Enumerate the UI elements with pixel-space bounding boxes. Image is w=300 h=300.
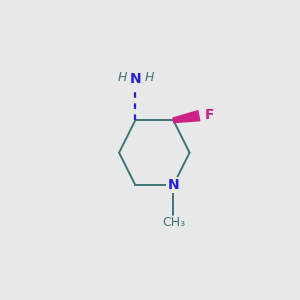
Text: CH₃: CH₃ bbox=[162, 216, 185, 229]
Text: F: F bbox=[205, 107, 214, 122]
Text: H: H bbox=[144, 71, 154, 84]
Text: N: N bbox=[130, 72, 141, 86]
Polygon shape bbox=[173, 111, 200, 123]
Text: N: N bbox=[168, 178, 179, 192]
Text: H: H bbox=[118, 71, 127, 84]
